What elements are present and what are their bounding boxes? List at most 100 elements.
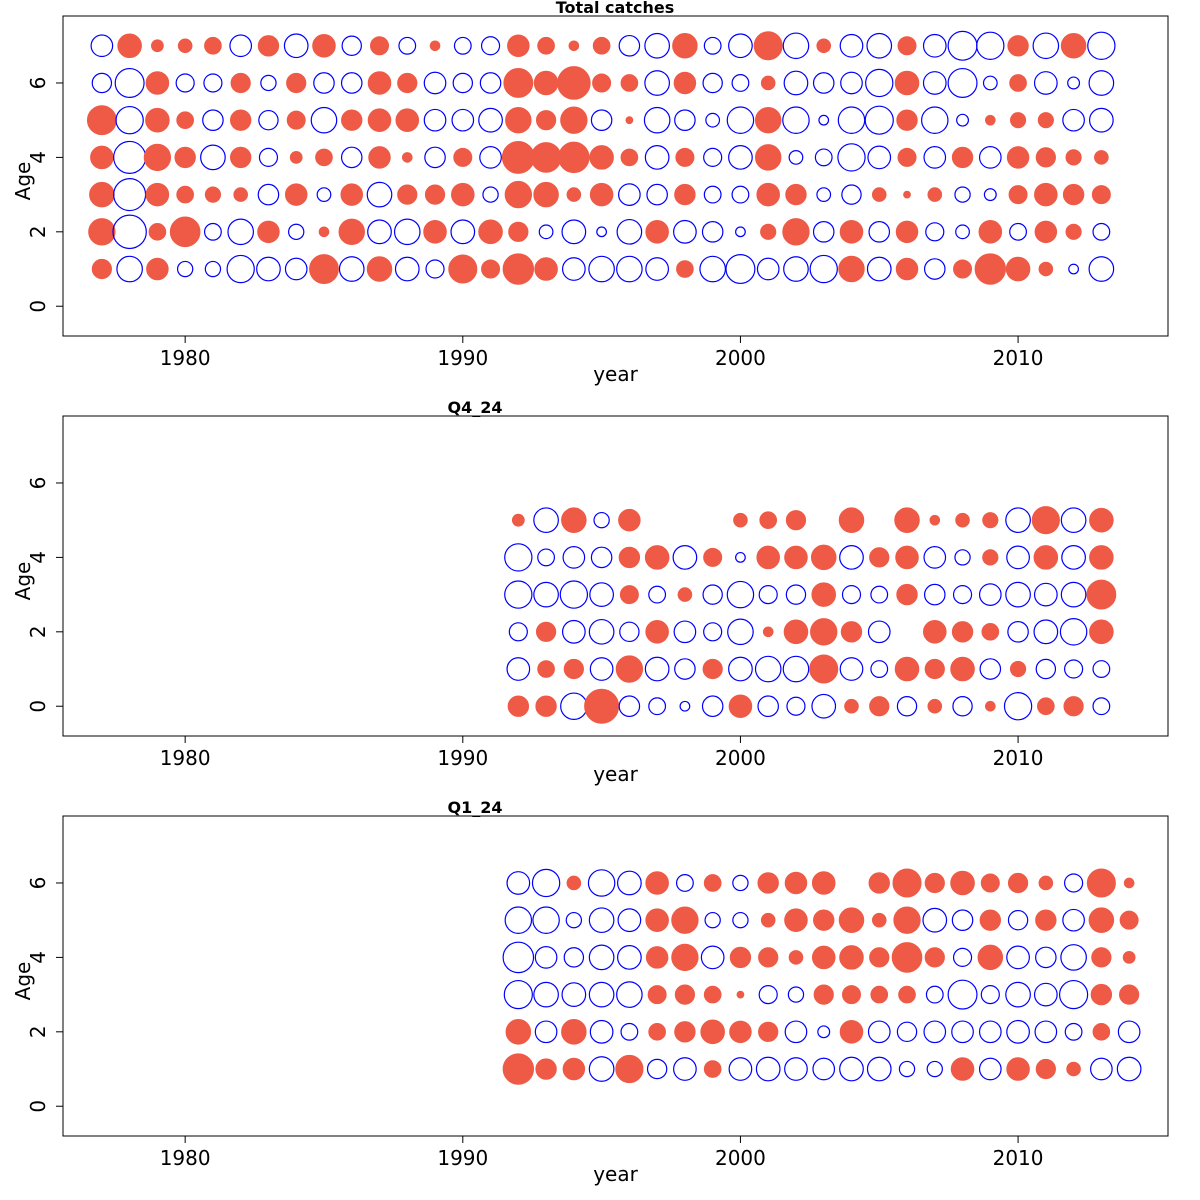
negative-residual-bubble bbox=[758, 585, 778, 605]
positive-residual-bubble bbox=[1033, 545, 1059, 570]
y-tick-label: 6 bbox=[26, 477, 50, 490]
negative-residual-bubble bbox=[313, 72, 335, 94]
positive-residual-bubble bbox=[1007, 872, 1029, 894]
negative-residual-bubble bbox=[616, 255, 643, 283]
negative-residual-bubble bbox=[976, 31, 1005, 60]
negative-residual-bubble bbox=[870, 660, 889, 678]
positive-residual-bubble bbox=[955, 512, 970, 528]
positive-residual-bubble bbox=[839, 945, 864, 970]
negative-residual-bubble bbox=[450, 219, 476, 245]
negative-residual-bubble bbox=[980, 985, 1000, 1005]
positive-residual-bubble bbox=[318, 226, 330, 238]
negative-residual-bubble bbox=[732, 874, 749, 892]
positive-residual-bubble bbox=[229, 109, 252, 131]
positive-residual-bubble bbox=[535, 695, 557, 717]
negative-residual-bubble bbox=[1060, 944, 1087, 971]
positive-residual-bubble bbox=[676, 260, 694, 278]
positive-residual-bubble bbox=[648, 1022, 666, 1041]
positive-residual-bubble bbox=[423, 220, 447, 244]
negative-residual-bubble bbox=[256, 256, 281, 282]
negative-residual-bubble bbox=[561, 619, 586, 644]
positive-residual-bubble bbox=[979, 909, 1002, 931]
positive-residual-bubble bbox=[1038, 875, 1054, 891]
negative-residual-bubble bbox=[922, 907, 948, 933]
positive-residual-bubble bbox=[1091, 185, 1111, 205]
negative-residual-bubble bbox=[735, 551, 746, 563]
negative-residual-bubble bbox=[310, 106, 338, 134]
positive-residual-bubble bbox=[338, 218, 365, 246]
positive-residual-bubble bbox=[903, 190, 911, 199]
positive-residual-bubble bbox=[502, 1053, 535, 1085]
negative-residual-bubble bbox=[533, 507, 559, 534]
positive-residual-bubble bbox=[176, 185, 194, 204]
positive-residual-bubble bbox=[397, 184, 418, 205]
negative-residual-bubble bbox=[673, 1057, 697, 1081]
negative-residual-bubble bbox=[1033, 71, 1058, 95]
positive-residual-bubble bbox=[90, 145, 114, 170]
positive-residual-bubble bbox=[677, 587, 693, 602]
positive-residual-bubble bbox=[169, 216, 201, 248]
plot-frame bbox=[62, 815, 1169, 1137]
y-tick-label: 0 bbox=[26, 300, 50, 313]
positive-residual-bubble bbox=[1086, 579, 1117, 610]
negative-residual-bubble bbox=[398, 36, 417, 55]
positive-residual-bubble bbox=[451, 182, 475, 207]
positive-residual-bubble bbox=[673, 71, 697, 95]
positive-residual-bubble bbox=[671, 906, 699, 934]
negative-residual-bubble bbox=[316, 187, 332, 203]
negative-residual-bubble bbox=[782, 106, 810, 134]
negative-residual-bubble bbox=[1033, 582, 1058, 607]
negative-residual-bubble bbox=[867, 620, 891, 644]
negative-residual-bubble bbox=[1064, 1022, 1083, 1041]
negative-residual-bubble bbox=[978, 1020, 1002, 1044]
positive-residual-bubble bbox=[1037, 112, 1054, 129]
positive-residual-bubble bbox=[558, 141, 590, 174]
positive-residual-bubble bbox=[560, 106, 588, 134]
y-tick-label: 2 bbox=[26, 1025, 50, 1038]
negative-residual-bubble bbox=[867, 145, 892, 170]
positive-residual-bubble bbox=[753, 31, 783, 61]
negative-residual-bubble bbox=[596, 226, 608, 238]
negative-residual-bubble bbox=[504, 580, 533, 609]
positive-residual-bubble bbox=[729, 1020, 752, 1044]
positive-residual-bubble bbox=[286, 110, 306, 130]
positive-residual-bubble bbox=[844, 698, 859, 714]
negative-residual-bubble bbox=[618, 695, 641, 718]
negative-residual-bubble bbox=[809, 254, 838, 284]
negative-residual-bubble bbox=[590, 109, 613, 131]
negative-residual-bubble bbox=[978, 583, 1002, 606]
negative-residual-bubble bbox=[922, 71, 947, 95]
negative-residual-bubble bbox=[726, 580, 755, 609]
positive-residual-bubble bbox=[312, 33, 336, 58]
positive-residual-bubble bbox=[894, 656, 920, 682]
x-tick-label: 2010 bbox=[993, 346, 1044, 370]
y-tick-label: 4 bbox=[26, 951, 50, 964]
negative-residual-bubble bbox=[947, 30, 978, 61]
negative-residual-bubble bbox=[1064, 873, 1084, 893]
positive-residual-bubble bbox=[592, 36, 611, 55]
negative-residual-bubble bbox=[864, 105, 894, 135]
positive-residual-bubble bbox=[840, 621, 863, 643]
negative-residual-bubble bbox=[839, 1056, 864, 1082]
negative-residual-bubble bbox=[754, 655, 782, 683]
negative-residual-bubble bbox=[1009, 222, 1028, 241]
positive-residual-bubble bbox=[395, 108, 420, 132]
negative-residual-bubble bbox=[783, 70, 809, 96]
positive-residual-bubble bbox=[1063, 696, 1084, 717]
negative-residual-bubble bbox=[1060, 581, 1087, 608]
negative-residual-bubble bbox=[644, 32, 671, 59]
negative-residual-bubble bbox=[559, 580, 589, 609]
negative-residual-bubble bbox=[758, 985, 778, 1005]
negative-residual-bubble bbox=[1006, 1019, 1030, 1044]
negative-residual-bubble bbox=[588, 255, 615, 283]
positive-residual-bubble bbox=[257, 35, 280, 57]
negative-residual-bubble bbox=[590, 546, 613, 569]
positive-residual-bubble bbox=[980, 873, 1000, 893]
negative-residual-bubble bbox=[954, 186, 971, 203]
negative-residual-bubble bbox=[812, 72, 835, 94]
negative-residual-bubble bbox=[784, 1057, 808, 1081]
negative-residual-bubble bbox=[393, 218, 421, 246]
positive-residual-bubble bbox=[841, 985, 861, 1005]
negative-residual-bubble bbox=[922, 33, 947, 58]
negative-residual-bubble bbox=[593, 511, 610, 529]
